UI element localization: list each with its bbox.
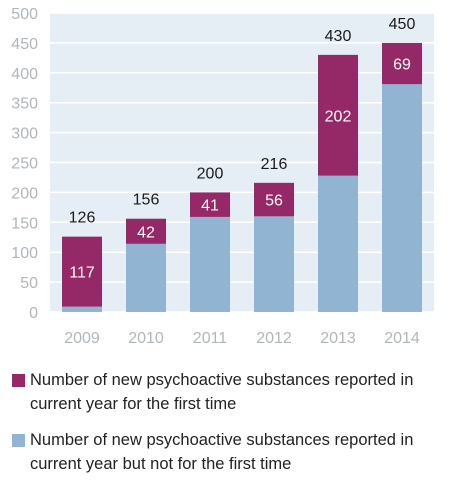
y-tick-label: 400: [11, 66, 38, 83]
x-tick-label: 2009: [64, 330, 100, 347]
y-tick-label: 200: [11, 185, 38, 202]
bar-segment-not-first-time: [126, 243, 166, 312]
bar-total-label: 216: [261, 156, 288, 173]
bar-segment-first-time: [190, 192, 230, 217]
x-tick-label: 2014: [384, 330, 420, 347]
bar-total-label: 450: [389, 16, 416, 33]
y-tick-label: 450: [11, 36, 38, 53]
bar-value-label: 41: [201, 198, 219, 215]
bar-segment-not-first-time: [254, 216, 294, 312]
legend-item-first-time: Number of new psychoactive substances re…: [10, 368, 445, 416]
legend-swatch-not-first-time: [12, 434, 25, 447]
bar-segment-first-time: [62, 236, 102, 307]
bar-value-label: 117: [69, 265, 95, 282]
y-tick-label: 0: [29, 305, 38, 322]
legend-swatch-first-time: [12, 374, 25, 387]
bar-segment-not-first-time: [62, 306, 102, 312]
y-tick-label: 500: [11, 6, 38, 23]
chart-legend: Number of new psychoactive substances re…: [10, 368, 445, 476]
y-tick-label: 150: [11, 215, 38, 232]
legend-item-not-first-time: Number of new psychoactive substances re…: [10, 428, 445, 476]
bar-value-label: 42: [137, 224, 155, 241]
y-tick-label: 350: [11, 96, 38, 113]
bar-total-label: 200: [197, 165, 224, 182]
x-tick-label: 2011: [193, 330, 228, 347]
bar-segment-not-first-time: [190, 216, 230, 312]
bar-segment-first-time: [382, 42, 422, 85]
bar-segment-first-time: [318, 54, 358, 176]
bar-total-label: 430: [325, 28, 352, 45]
y-tick-label: 100: [11, 245, 38, 262]
bar-segment-not-first-time: [382, 84, 422, 312]
x-tick-label: 2010: [128, 330, 164, 347]
bar-value-label: 69: [393, 57, 411, 74]
x-tick-label: 2012: [256, 330, 292, 347]
bar-segment-first-time: [126, 218, 166, 244]
bar-segment-not-first-time: [318, 175, 358, 312]
y-tick-label: 50: [20, 275, 38, 292]
y-tick-label: 300: [11, 126, 38, 143]
bar-value-label: 202: [325, 108, 352, 125]
legend-label-not-first-time: Number of new psychoactive substances re…: [30, 431, 414, 473]
bar-value-label: 56: [265, 193, 283, 210]
bar-total-label: 126: [69, 210, 96, 227]
legend-label-first-time: Number of new psychoactive substances re…: [30, 371, 414, 413]
stacked-bar-chart: 0 50 100 150 200 250 300 350 400 450 500 117 126 2009…: [11, 6, 434, 347]
x-tick-label: 2013: [320, 330, 356, 347]
y-tick-label: 250: [11, 156, 38, 173]
bar-total-label: 156: [133, 192, 160, 209]
bar-segment-first-time: [254, 182, 294, 217]
